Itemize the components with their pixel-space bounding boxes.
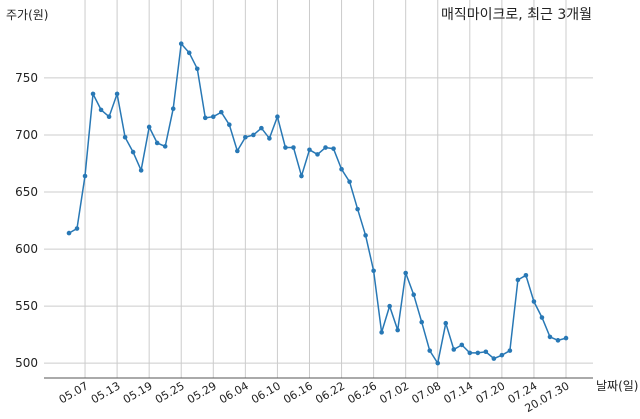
data-point: [387, 303, 392, 309]
data-point: [435, 360, 441, 366]
x-tick-label: 07.20: [474, 379, 508, 406]
y-tick-label: 600: [15, 242, 38, 256]
data-point: [467, 350, 473, 356]
y-tick-label: 550: [15, 299, 38, 313]
x-tick-label: 05.19: [121, 379, 155, 406]
x-tick-labels: 05.0705.1305.1905.2505.2906.0406.1006.16…: [57, 379, 572, 415]
data-point: [331, 146, 336, 151]
data-point: [363, 233, 368, 238]
data-point: [202, 115, 208, 121]
data-point: [235, 148, 240, 154]
y-tick-label: 700: [15, 128, 38, 142]
data-point: [66, 230, 72, 236]
data-point: [371, 268, 376, 274]
data-point: [459, 342, 465, 348]
data-point: [307, 147, 312, 153]
x-tick-label: 07.02: [377, 379, 411, 406]
data-point: [395, 327, 400, 333]
x-tick-label: 06.22: [313, 379, 347, 406]
data-point: [114, 91, 120, 97]
data-point: [275, 114, 280, 120]
data-point: [491, 356, 497, 361]
data-point: [194, 66, 200, 72]
y-axis-label: 주가(원): [6, 8, 48, 22]
data-point: [403, 270, 408, 276]
y-tick-labels: 500 550 600 650 700 750: [15, 71, 38, 370]
data-point: [531, 299, 537, 304]
data-point: [154, 140, 160, 146]
data-point: [419, 319, 425, 325]
data-point: [219, 109, 224, 115]
data-point: [243, 134, 248, 140]
data-point: [210, 114, 216, 120]
data-point: [339, 166, 344, 172]
data-point: [411, 292, 416, 298]
x-tick-label: 05.29: [185, 379, 219, 406]
data-point: [563, 335, 569, 341]
data-point: [267, 136, 272, 141]
data-point: [499, 352, 505, 358]
data-point: [299, 173, 304, 179]
series-line: [68, 41, 567, 366]
data-point: [227, 122, 232, 128]
y-tick-label: 750: [15, 71, 38, 85]
data-point: [106, 114, 112, 120]
data-point: [443, 320, 449, 326]
data-point: [427, 348, 433, 353]
data-point: [178, 41, 184, 46]
data-point: [483, 349, 489, 355]
y-tick-label: 650: [15, 185, 38, 199]
price-series: [66, 41, 569, 366]
x-tick-label: 07.14: [442, 379, 476, 406]
data-point: [515, 277, 521, 283]
data-point: [315, 152, 320, 157]
data-point: [74, 226, 80, 231]
data-point: [283, 145, 288, 150]
x-tick-label: 05.25: [153, 379, 187, 406]
data-point: [523, 273, 529, 278]
x-tick-label: 06.26: [345, 379, 379, 406]
y-tick-label: 500: [15, 356, 38, 370]
data-point: [507, 348, 513, 353]
x-axis-label: 날짜(일): [596, 379, 638, 393]
data-point: [82, 173, 88, 179]
data-point: [291, 145, 296, 150]
data-point: [251, 132, 256, 138]
data-point: [475, 350, 481, 356]
data-point: [90, 91, 96, 97]
data-point: [451, 347, 457, 352]
x-tick-label: 05.07: [57, 379, 91, 406]
data-point: [355, 206, 360, 212]
data-point: [186, 50, 192, 56]
data-point: [130, 149, 136, 155]
x-tick-label: 06.16: [281, 379, 315, 406]
x-tick-label: 06.10: [249, 379, 283, 406]
data-point: [122, 134, 128, 140]
data-point: [323, 145, 328, 150]
data-point: [547, 334, 553, 340]
x-tick-label: 06.04: [217, 379, 251, 406]
data-point: [170, 106, 176, 112]
x-tick-label: 07.08: [409, 379, 443, 406]
data-point: [539, 315, 545, 320]
data-point: [98, 107, 104, 113]
data-point: [146, 124, 152, 130]
x-tick-label: 05.13: [89, 379, 123, 406]
data-point: [259, 125, 264, 131]
data-point: [379, 330, 384, 335]
data-point: [138, 168, 144, 173]
grid: [44, 0, 593, 378]
data-point: [555, 338, 561, 343]
data-point: [347, 179, 352, 185]
chart-title: 매직마이크로, 최근 3개월: [441, 7, 592, 23]
data-point: [162, 144, 168, 149]
